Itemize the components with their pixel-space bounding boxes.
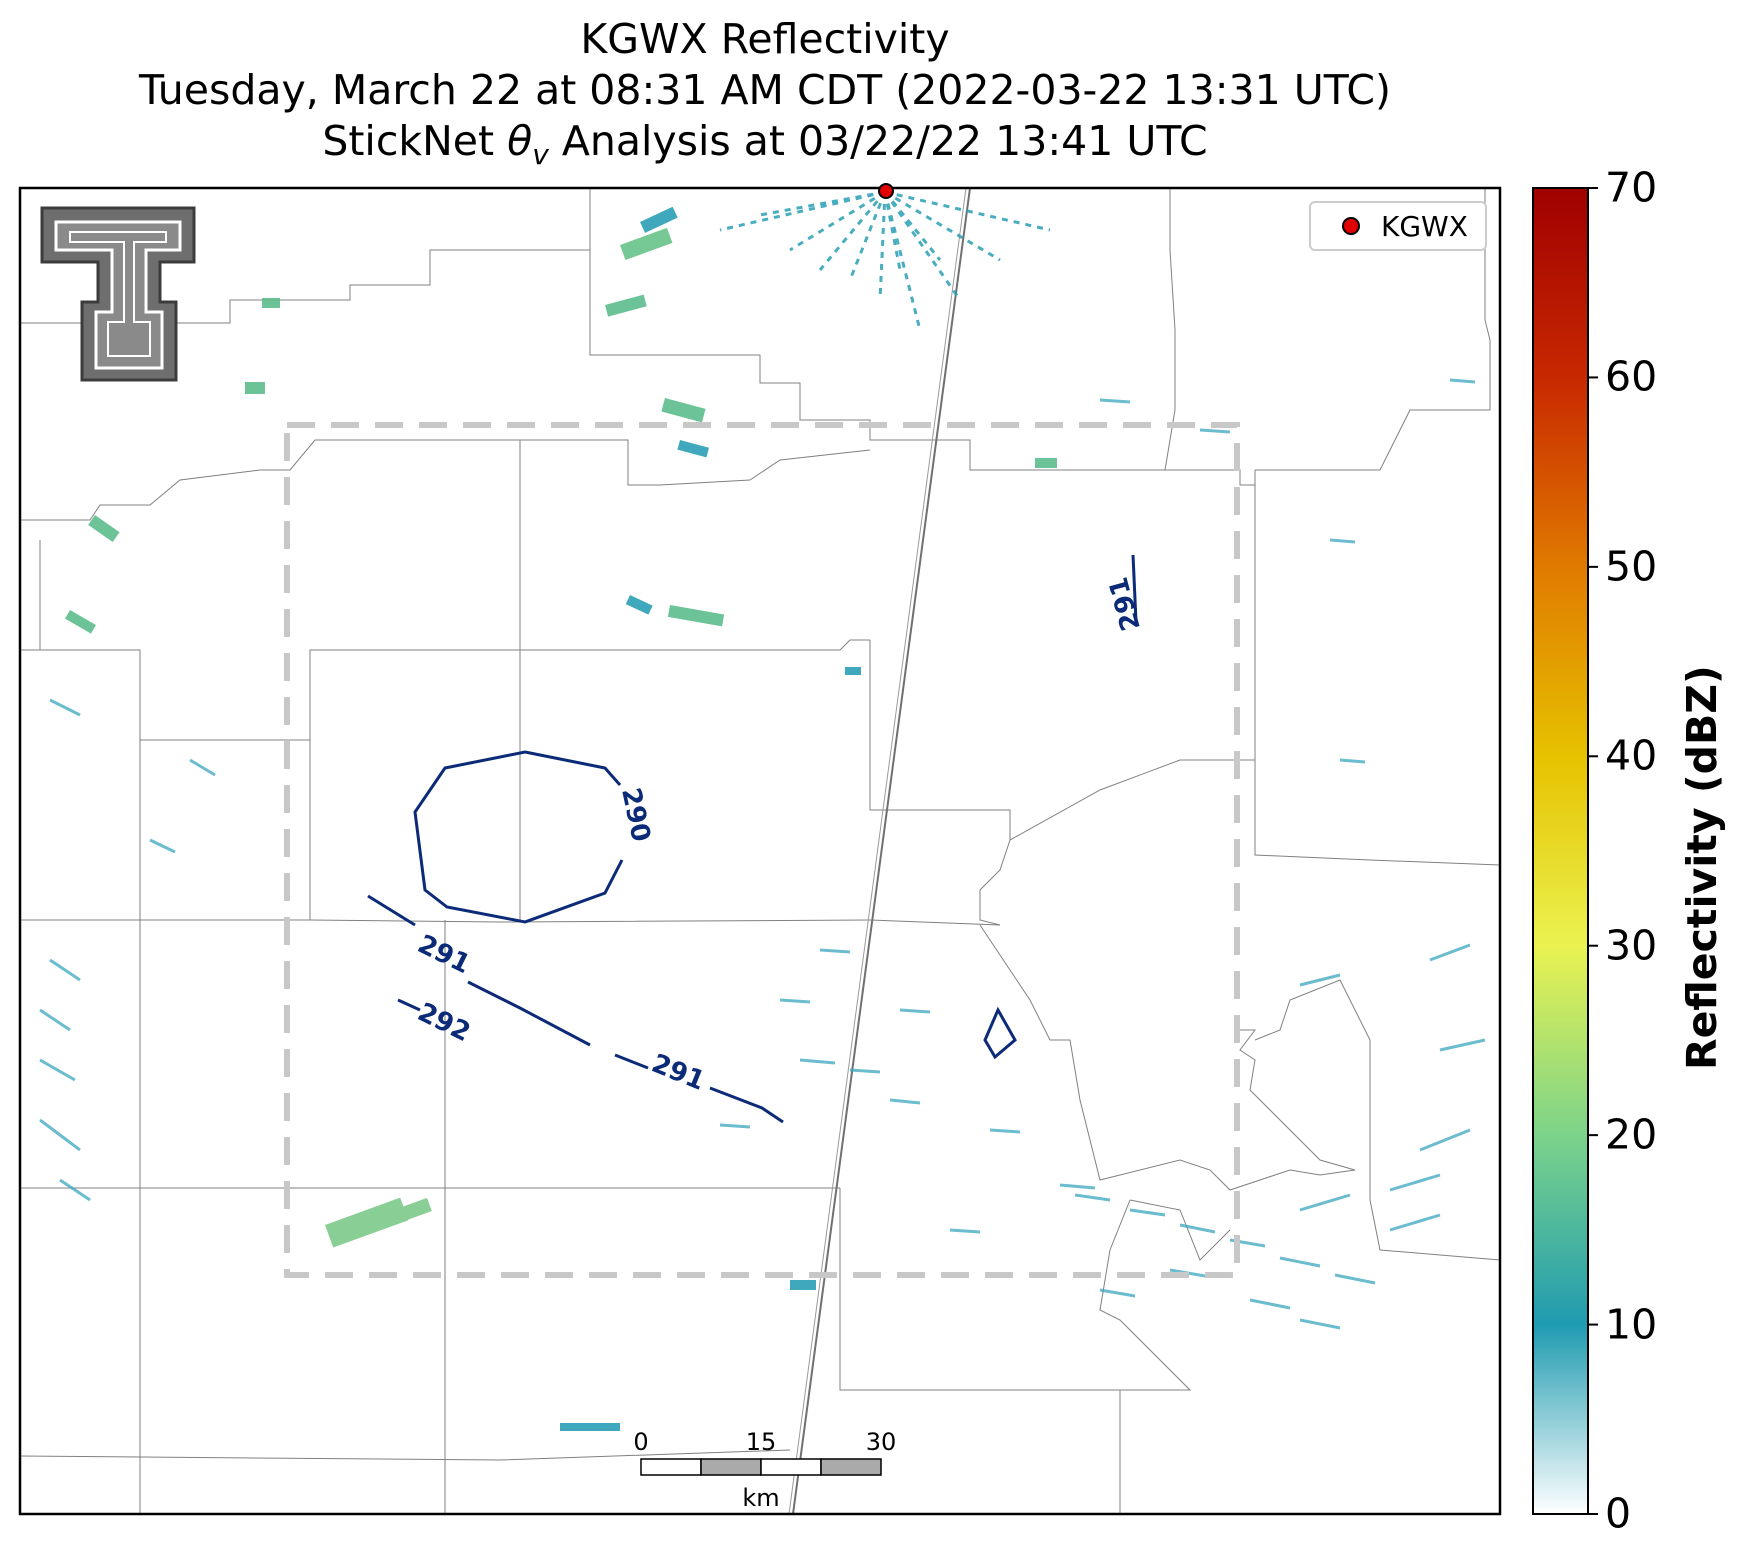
colorbar-tick-label: 20 <box>1605 1110 1658 1159</box>
legend-label: KGWX <box>1381 210 1468 243</box>
theta-symbol: θ <box>507 117 533 165</box>
colorbar-tick-label: 60 <box>1605 352 1658 401</box>
analysis-domain-box <box>284 422 1240 1278</box>
contour-label-291-center: 291 <box>647 1049 709 1097</box>
scale-tick-15: 15 <box>746 1428 777 1456</box>
title-line-3: StickNet θv Analysis at 03/22/22 13:41 U… <box>0 116 1530 180</box>
title-line-2: Tuesday, March 22 at 08:31 AM CDT (2022-… <box>138 66 1391 114</box>
map-frame <box>18 186 1502 1516</box>
colorbar-tick-label: 0 <box>1605 1489 1632 1538</box>
colorbar <box>1532 187 1598 1515</box>
interstate-highway <box>788 188 971 1514</box>
colorbar-tick-label: 10 <box>1605 1300 1658 1349</box>
contour-label-291-east: 291 <box>1104 574 1147 634</box>
theta-v-contours <box>367 554 1138 1124</box>
scale-bar: 0 15 30 km <box>633 1428 896 1512</box>
contour-label-291-west: 291 <box>413 929 475 980</box>
scale-tick-0: 0 <box>633 1428 648 1456</box>
reflectivity-echoes <box>39 190 1486 1431</box>
radar-site-marker <box>878 183 894 199</box>
title-line-3-suffix: Analysis at 03/22/22 13:41 UTC <box>548 117 1208 165</box>
county-boundaries <box>20 188 1500 1514</box>
title-line-3-prefix: StickNet <box>322 117 508 165</box>
chart-title: KGWX Reflectivity Tuesday, March 22 at 0… <box>0 14 1530 180</box>
texas-tech-logo-icon <box>40 206 196 382</box>
contour-label-290: 290 <box>615 785 656 844</box>
colorbar-tick-label: 50 <box>1605 542 1658 591</box>
scale-tick-30: 30 <box>866 1428 897 1456</box>
legend-marker <box>1342 217 1360 235</box>
colorbar-label: Reflectivity (dBZ) <box>1678 665 1726 1070</box>
colorbar-tick-label: 70 <box>1605 163 1658 212</box>
contour-labels: 290 291 292 291 291 <box>413 574 1147 1097</box>
contour-label-292: 292 <box>413 997 475 1048</box>
colorbar-tick-label: 30 <box>1605 921 1658 970</box>
theta-subscript: v <box>532 138 549 172</box>
colorbar-tick-label: 40 <box>1605 731 1658 780</box>
legend-box: KGWX <box>1309 201 1487 251</box>
scale-unit: km <box>742 1484 779 1512</box>
title-line-1: KGWX Reflectivity <box>580 15 950 63</box>
